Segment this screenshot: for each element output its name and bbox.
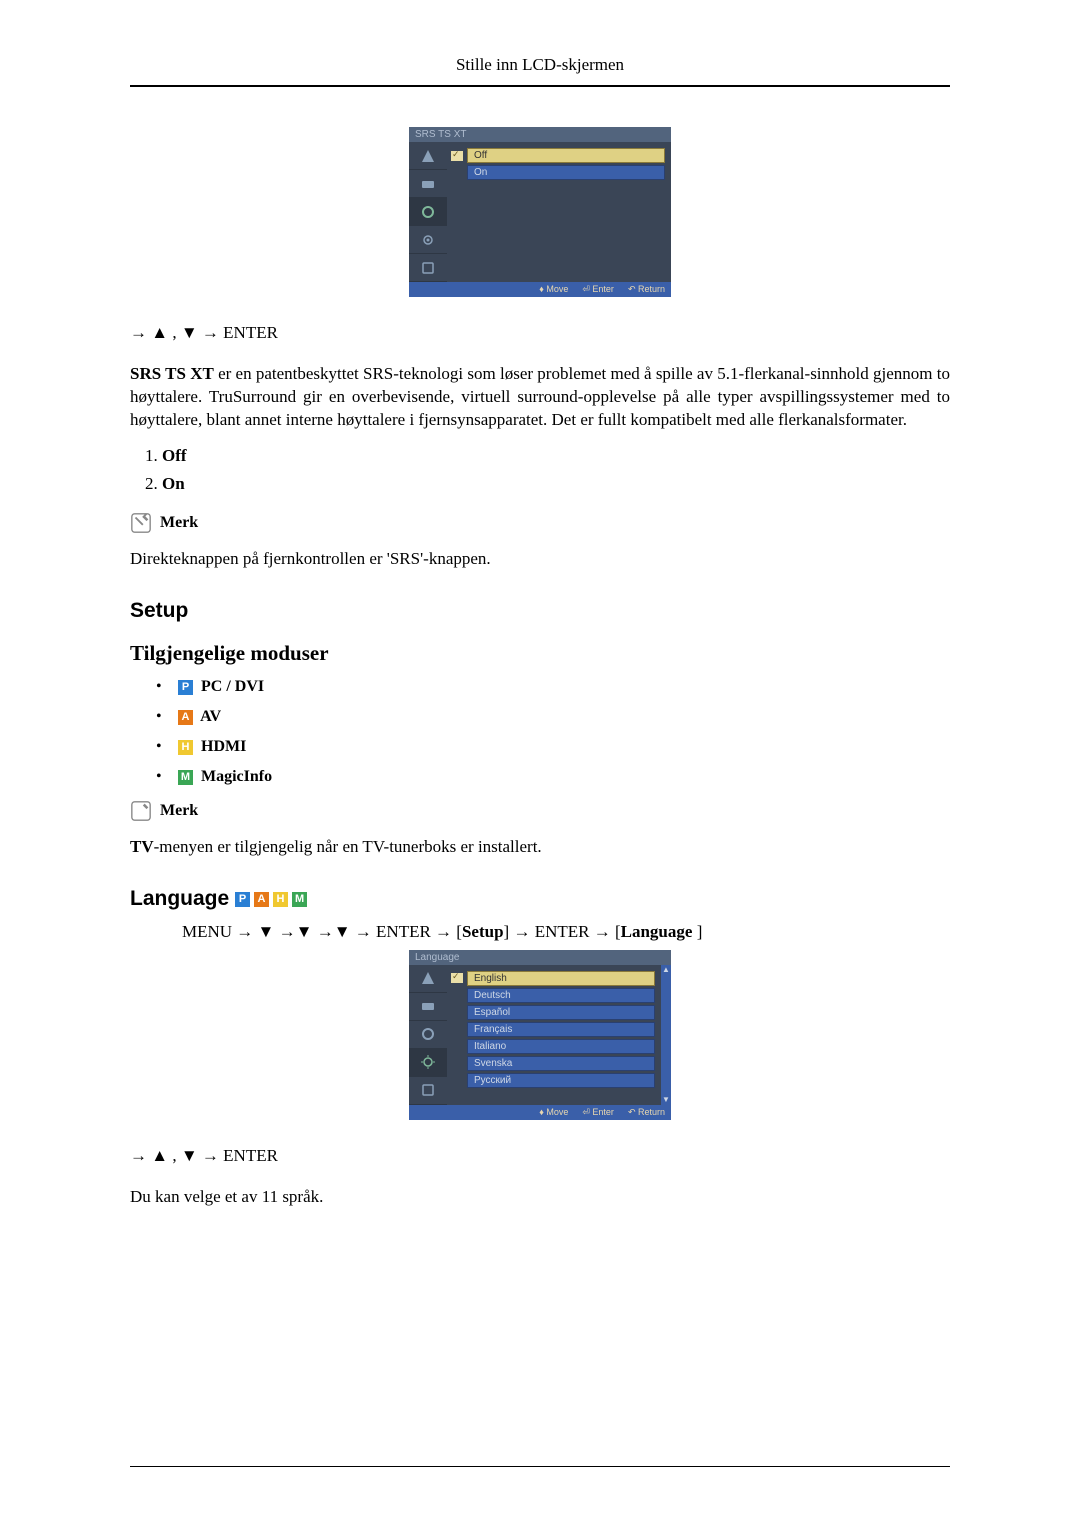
osd-option: Svenska — [451, 1056, 655, 1071]
osd-item-label: English — [467, 971, 655, 986]
note-icon — [130, 512, 152, 534]
osd-footer: ♦ Move ⏎ Enter ↶ Return — [409, 282, 671, 297]
mode-item-pc: P PC / DVI — [156, 678, 950, 696]
osd-enter: ⏎ Enter — [582, 284, 614, 295]
mode-item-hdmi: H HDMI — [156, 738, 950, 756]
header-rule — [130, 86, 950, 87]
language-description: Du kan velge et av 11 språk. — [130, 1186, 950, 1209]
osd-item-label: Italiano — [467, 1039, 655, 1054]
check-icon — [451, 151, 463, 161]
note-label: Merk — [160, 514, 198, 531]
note-merk: Merk — [130, 800, 950, 822]
footer-rule — [130, 1466, 950, 1467]
osd-move: ♦ Move — [539, 1107, 568, 1118]
osd-item-label: Français — [467, 1022, 655, 1037]
osd-return: ↶ Return — [628, 284, 665, 295]
osd-option: Deutsch — [451, 988, 655, 1003]
h-badge-icon: H — [178, 740, 193, 755]
osd-item-label: Русский — [467, 1073, 655, 1088]
osd-scrollbar: ▲ ▼ — [661, 965, 671, 1105]
osd-item-label: Off — [467, 148, 665, 163]
osd-item-label: Deutsch — [467, 988, 655, 1003]
osd-return: ↶ Return — [628, 1107, 665, 1118]
modes-heading: Tilgjengelige moduser — [130, 641, 950, 666]
osd-title: Language — [409, 950, 671, 965]
nav-sequence: → ▲ , ▼ → ENTER — [130, 1145, 950, 1168]
mode-item-magic: M MagicInfo — [156, 768, 950, 786]
osd-title: SRS TS XT — [409, 127, 671, 142]
page: Stille inn LCD-skjermen SRS TS XT Off On — [0, 0, 1080, 1527]
modes-list: P PC / DVI A AV H HDMI M MagicInfo — [156, 678, 950, 786]
note-text: TV-menyen er tilgjengelig når en TV-tune… — [130, 836, 950, 859]
mode-item-av: A AV — [156, 708, 950, 726]
a-badge-icon: A — [178, 710, 193, 725]
list-item: Off — [162, 446, 950, 466]
osd-main: Off On — [447, 142, 671, 282]
osd-move: ♦ Move — [539, 284, 568, 295]
osd-option-off: Off — [451, 148, 665, 163]
m-badge-icon: M — [178, 770, 193, 785]
osd-option: English — [451, 971, 655, 986]
osd-option: Русский — [451, 1073, 655, 1088]
h-badge-icon: H — [273, 892, 288, 907]
osd-sidebar — [409, 965, 447, 1105]
note-label: Merk — [160, 802, 198, 819]
check-icon — [451, 973, 463, 983]
srs-description: SRS TS XT er en patentbeskyttet SRS-tekn… — [130, 363, 950, 432]
p-badge-icon: P — [178, 680, 193, 695]
osd-option-on: On — [451, 165, 665, 180]
osd-main: English Deutsch Español Français Italian… — [447, 965, 661, 1105]
osd-item-label: Español — [467, 1005, 655, 1020]
osd-srs: SRS TS XT Off On ♦ Move — [409, 127, 671, 297]
list-item: On — [162, 474, 950, 494]
setup-heading: Setup — [130, 599, 950, 623]
a-badge-icon: A — [254, 892, 269, 907]
language-heading: Language PAHM — [130, 887, 950, 911]
osd-option: Italiano — [451, 1039, 655, 1054]
nav-sequence: → ▲ , ▼ → ENTER — [130, 322, 950, 345]
page-header: Stille inn LCD-skjermen — [130, 55, 950, 81]
m-badge-icon: M — [292, 892, 307, 907]
osd-footer: ♦ Move ⏎ Enter ↶ Return — [409, 1105, 671, 1120]
menu-path: MENU → ▼ →▼ →▼ → ENTER → [Setup] → ENTER… — [182, 921, 950, 944]
osd-item-label: On — [467, 165, 665, 180]
srs-options-list: Off On — [162, 446, 950, 494]
note-text: Direkteknappen på fjernkontrollen er 'SR… — [130, 548, 950, 571]
note-merk: Merk — [130, 512, 950, 534]
osd-item-label: Svenska — [467, 1056, 655, 1071]
osd-option: Français — [451, 1022, 655, 1037]
osd-enter: ⏎ Enter — [582, 1107, 614, 1118]
osd-sidebar — [409, 142, 447, 282]
osd-language: Language English Deutsch Español Françai… — [409, 950, 671, 1120]
p-badge-icon: P — [235, 892, 250, 907]
osd-option: Español — [451, 1005, 655, 1020]
note-icon — [130, 800, 152, 822]
